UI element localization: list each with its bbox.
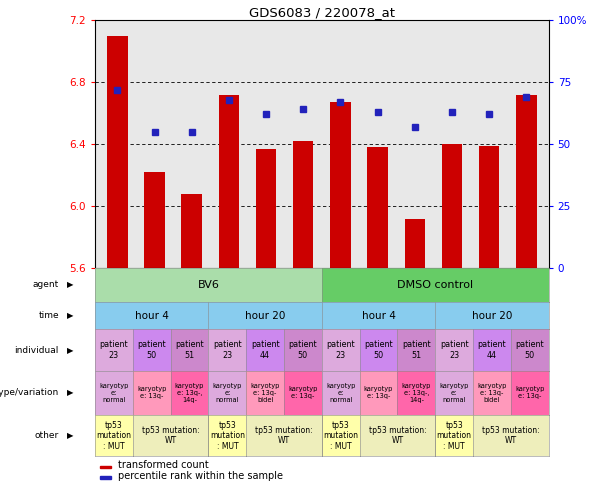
- Text: time: time: [38, 311, 59, 320]
- Text: hour 4: hour 4: [135, 311, 169, 321]
- Text: karyotyp
e:
normal: karyotyp e: normal: [326, 383, 356, 403]
- Bar: [99, 466, 111, 469]
- Text: patient
50: patient 50: [289, 341, 318, 360]
- Text: other: other: [35, 431, 59, 440]
- Text: hour 20: hour 20: [245, 311, 285, 321]
- Text: genotype/variation: genotype/variation: [0, 388, 59, 398]
- Text: hour 4: hour 4: [362, 311, 395, 321]
- Text: patient
51: patient 51: [175, 341, 204, 360]
- Text: karyotyp
e:
normal: karyotyp e: normal: [213, 383, 242, 403]
- Bar: [293, 141, 313, 268]
- Text: tp53
mutation
: MUT: tp53 mutation : MUT: [323, 421, 358, 451]
- Text: patient
50: patient 50: [137, 341, 166, 360]
- Text: ▶: ▶: [66, 388, 73, 398]
- Text: karyotyp
e:
normal: karyotyp e: normal: [99, 383, 129, 403]
- Title: GDS6083 / 220078_at: GDS6083 / 220078_at: [249, 6, 395, 19]
- Text: karyotyp
e: 13q-: karyotyp e: 13q-: [515, 386, 544, 399]
- Bar: [330, 102, 351, 268]
- Text: ▶: ▶: [66, 345, 73, 355]
- Text: tp53 mutation:
WT: tp53 mutation: WT: [142, 426, 199, 445]
- Text: percentile rank within the sample: percentile rank within the sample: [118, 471, 283, 481]
- Text: karyotyp
e: 13q-
bidel: karyotyp e: 13q- bidel: [478, 383, 506, 403]
- Bar: [405, 218, 425, 268]
- Text: agent: agent: [32, 281, 59, 289]
- Bar: [442, 144, 462, 268]
- Text: tp53
mutation
: MUT: tp53 mutation : MUT: [436, 421, 471, 451]
- Text: ▶: ▶: [66, 311, 73, 320]
- Bar: [256, 149, 276, 268]
- Text: patient
23: patient 23: [326, 341, 355, 360]
- Text: karyotyp
e: 13q-
bidel: karyotyp e: 13q- bidel: [251, 383, 280, 403]
- Bar: [144, 172, 165, 268]
- Bar: [219, 95, 239, 268]
- Bar: [367, 147, 388, 268]
- Text: patient
23: patient 23: [99, 341, 128, 360]
- Text: tp53 mutation:
WT: tp53 mutation: WT: [368, 426, 426, 445]
- Text: patient
44: patient 44: [478, 341, 506, 360]
- Text: tp53 mutation:
WT: tp53 mutation: WT: [255, 426, 313, 445]
- Text: patient
44: patient 44: [251, 341, 280, 360]
- Text: transformed count: transformed count: [118, 460, 208, 470]
- Text: karyotyp
e:
normal: karyotyp e: normal: [440, 383, 469, 403]
- Text: karyotyp
e: 13q-,
14q-: karyotyp e: 13q-, 14q-: [402, 383, 431, 403]
- Text: karyotyp
e: 13q-,
14q-: karyotyp e: 13q-, 14q-: [175, 383, 204, 403]
- Text: patient
23: patient 23: [440, 341, 468, 360]
- Text: patient
50: patient 50: [516, 341, 544, 360]
- Text: tp53
mutation
: MUT: tp53 mutation : MUT: [210, 421, 245, 451]
- Bar: [107, 36, 128, 268]
- Text: tp53 mutation:
WT: tp53 mutation: WT: [482, 426, 539, 445]
- Bar: [479, 146, 500, 268]
- Text: karyotyp
e: 13q-: karyotyp e: 13q-: [288, 386, 318, 399]
- Text: karyotyp
e: 13q-: karyotyp e: 13q-: [364, 386, 393, 399]
- Text: ▶: ▶: [66, 431, 73, 440]
- Text: karyotyp
e: 13q-: karyotyp e: 13q-: [137, 386, 166, 399]
- Text: hour 20: hour 20: [472, 311, 512, 321]
- Bar: [99, 476, 111, 479]
- Text: ▶: ▶: [66, 281, 73, 289]
- Text: patient
23: patient 23: [213, 341, 242, 360]
- Text: individual: individual: [15, 345, 59, 355]
- Text: DMSO control: DMSO control: [397, 280, 473, 290]
- Bar: [181, 194, 202, 268]
- Text: tp53
mutation
: MUT: tp53 mutation : MUT: [96, 421, 131, 451]
- Text: BV6: BV6: [197, 280, 219, 290]
- Text: patient
51: patient 51: [402, 341, 431, 360]
- Bar: [516, 95, 536, 268]
- Text: patient
50: patient 50: [364, 341, 393, 360]
